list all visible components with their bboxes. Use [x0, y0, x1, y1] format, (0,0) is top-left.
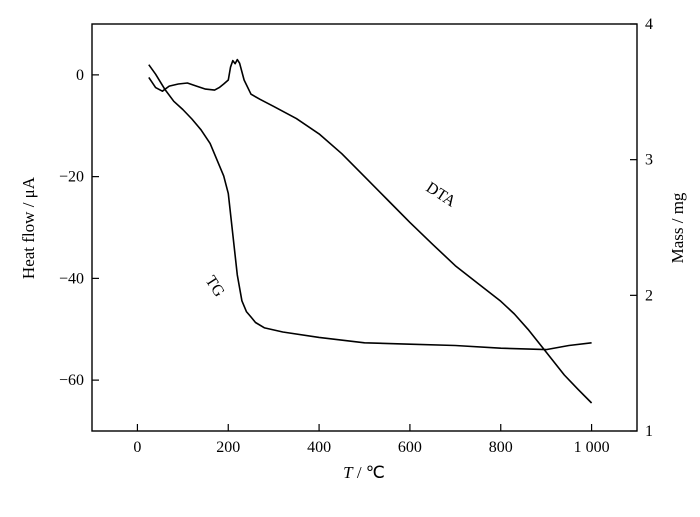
x-tick-label: 800	[489, 439, 513, 456]
x-tick-label: 1 000	[574, 439, 610, 456]
series-lines	[148, 58, 593, 404]
left-y-tick-label: −60	[59, 372, 84, 389]
series-label-tg: TG	[202, 273, 228, 301]
right-y-tick-label: 1	[645, 423, 653, 440]
left-y-axis-ticks: 0 −20 −40 −60	[59, 67, 99, 389]
x-tick-label: 0	[133, 439, 141, 456]
right-y-tick-label: 4	[645, 16, 653, 33]
left-y-tick-label: −20	[59, 169, 84, 186]
x-axis-title: T / ℃	[343, 463, 385, 482]
series-line-dta	[148, 58, 593, 404]
series-line-tg	[148, 64, 592, 351]
left-y-tick-label: 0	[76, 67, 84, 84]
x-axis-title-unit: / ℃	[353, 463, 385, 482]
right-y-axis-ticks: 1 2 3 4	[630, 16, 653, 440]
left-y-tick-label: −40	[59, 270, 84, 287]
right-y-tick-label: 2	[645, 287, 653, 304]
series-label-dta: DTA	[423, 179, 459, 211]
x-tick-label: 600	[398, 439, 422, 456]
right-y-axis-title: Mass / mg	[668, 192, 687, 263]
plot-frame	[91, 23, 638, 432]
x-axis-title-symbol: T	[343, 463, 354, 482]
x-tick-label: 400	[307, 439, 331, 456]
x-tick-label: 200	[216, 439, 240, 456]
right-y-tick-label: 3	[645, 152, 653, 169]
left-y-axis-title: Heat flow / μA	[19, 176, 38, 279]
x-axis-ticks: 0 200 400 600 800 1 000	[133, 424, 610, 456]
